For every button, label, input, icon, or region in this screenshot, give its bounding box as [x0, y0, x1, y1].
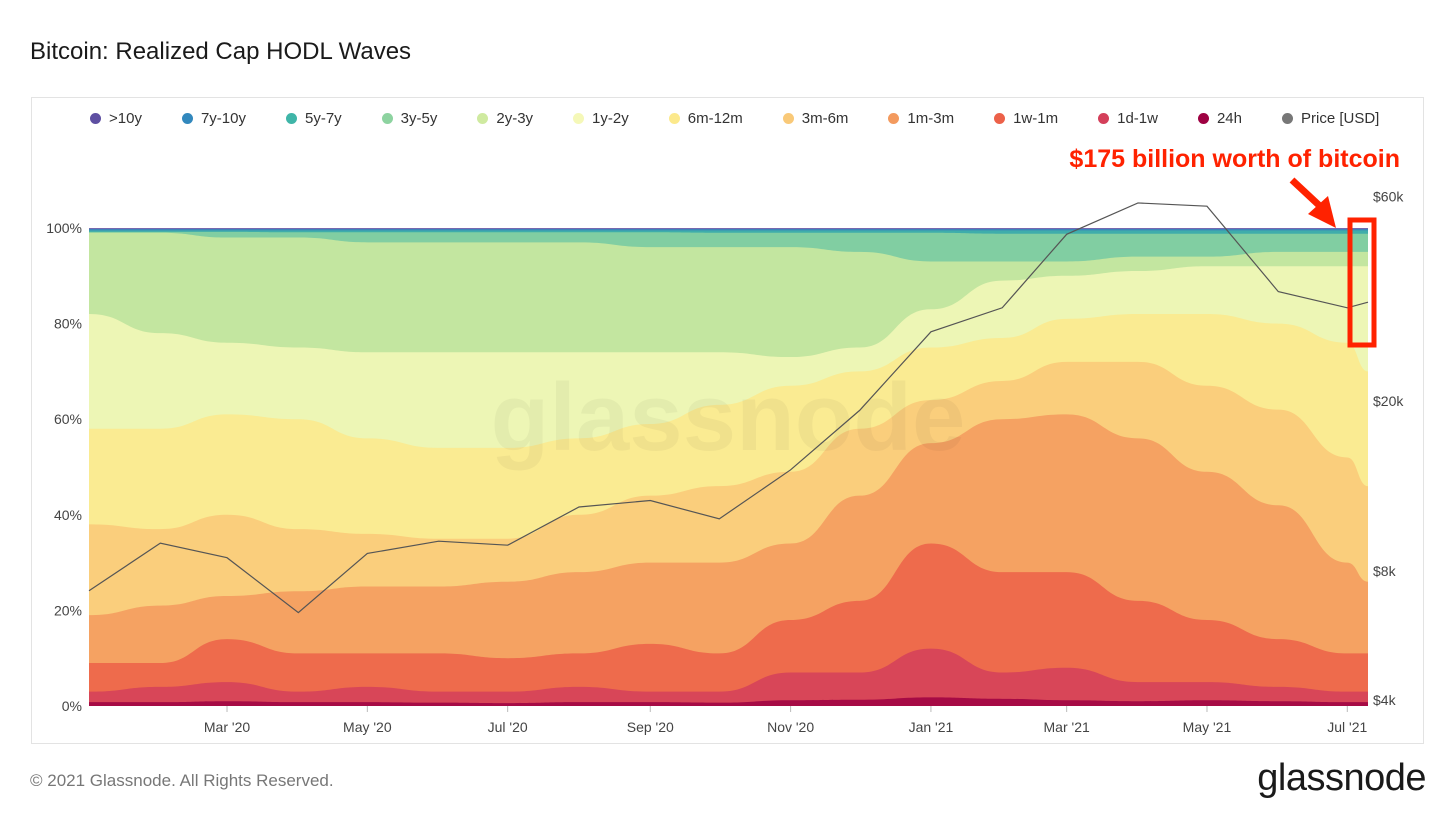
- legend-item[interactable]: >10y: [90, 110, 142, 127]
- legend-label: 2y-3y: [496, 109, 534, 127]
- x-tick-label: Nov '20: [767, 719, 814, 735]
- legend-label: 24h: [1216, 109, 1242, 127]
- legend-label: Price [USD]: [1301, 109, 1380, 127]
- legend-label: 1d-1w: [1117, 109, 1158, 127]
- band-1d1w: [89, 648, 1368, 706]
- legend: >10y 7y-10y 5y-7y 3y-5y 2y-3y 1y-2y 6m-12m 3m-6…: [90, 104, 1410, 132]
- y2-tick-label: $8k: [1373, 563, 1397, 579]
- x-tick-label: Jul '20: [488, 719, 528, 735]
- legend-label: 1m-3m: [907, 109, 955, 127]
- legend-label: 1y-2y: [592, 109, 629, 127]
- legend-item[interactable]: 3m-6m: [782, 109, 849, 127]
- legend-item[interactable]: 1d-1w: [1098, 110, 1158, 127]
- legend-swatch: [782, 112, 794, 124]
- legend-item[interactable]: 1m-3m: [888, 110, 954, 127]
- legend-swatch: [1197, 112, 1209, 124]
- chart-frame: [31, 97, 1424, 744]
- legend-swatch: [573, 112, 585, 124]
- legend-label: 7y-10y: [200, 109, 246, 127]
- legend-swatch: [477, 112, 489, 124]
- y-tick-label: 60%: [54, 411, 82, 427]
- annotation-text: $175 billion worth of bitcoin: [1069, 145, 1400, 173]
- legend-swatch: [181, 112, 193, 124]
- legend-swatch: [1282, 112, 1293, 124]
- x-tick-label: May '21: [1183, 719, 1232, 735]
- legend-item[interactable]: Price [USD]: [1282, 110, 1379, 127]
- x-tick-label: Mar '21: [1044, 719, 1090, 735]
- legend-label: 6m-12m: [687, 109, 743, 127]
- price-line: [88, 202, 1369, 614]
- legend-swatch: [381, 112, 393, 124]
- y-tick-label: 100%: [46, 220, 82, 236]
- y-tick-label: 80%: [54, 316, 82, 332]
- legend-swatch: [285, 112, 297, 124]
- y-tick-label: 0%: [62, 698, 82, 714]
- x-tick-label: Mar '20: [204, 719, 250, 735]
- legend-label: 1w-1m: [1013, 109, 1059, 127]
- legend-item[interactable]: 7y-10y: [181, 109, 246, 127]
- legend-item[interactable]: 1w-1m: [994, 110, 1058, 127]
- y-tick-label: 20%: [54, 602, 82, 618]
- legend-item[interactable]: 1y-2y: [573, 110, 629, 127]
- legend-swatch: [888, 112, 900, 124]
- chart-title: Bitcoin: Realized Cap HODL Waves: [30, 38, 412, 65]
- annotation-arrow-shaft: [1289, 177, 1325, 211]
- highlight-box: [1347, 217, 1377, 348]
- x-tick-label: May '20: [343, 719, 392, 735]
- legend-item[interactable]: 24h: [1197, 109, 1242, 127]
- watermark: glassnode: [491, 364, 966, 471]
- x-tick-label: Sep '20: [627, 719, 674, 735]
- y-tick-label: 40%: [54, 507, 82, 523]
- legend-label: 5y-7y: [304, 109, 342, 127]
- legend-swatch: [994, 112, 1006, 124]
- glassnode-logo: glassnode: [1257, 757, 1426, 799]
- legend-label: >10y: [109, 109, 142, 127]
- x-tick-label: Jan '21: [909, 719, 954, 735]
- legend-label: 3y-5y: [400, 109, 438, 127]
- y2-tick-label: $20k: [1373, 393, 1404, 409]
- y2-tick-label: $4k: [1373, 692, 1397, 708]
- legend-item[interactable]: 6m-12m: [668, 109, 743, 127]
- legend-swatch: [1098, 112, 1110, 124]
- annotation-arrow-head: [1308, 196, 1336, 228]
- legend-item[interactable]: 3y-5y: [381, 109, 438, 127]
- x-tick-label: Jul '21: [1327, 719, 1367, 735]
- legend-swatch: [90, 112, 101, 124]
- y2-tick-label: $60k: [1373, 189, 1404, 205]
- band-24h: [89, 697, 1368, 706]
- copyright: © 2021 Glassnode. All Rights Reserved.: [30, 771, 334, 790]
- legend-item[interactable]: 5y-7y: [285, 109, 342, 127]
- band-1w1m: [89, 543, 1368, 706]
- legend-item[interactable]: 2y-3y: [477, 110, 533, 127]
- legend-swatch: [668, 112, 680, 124]
- legend-label: 3m-6m: [801, 109, 849, 127]
